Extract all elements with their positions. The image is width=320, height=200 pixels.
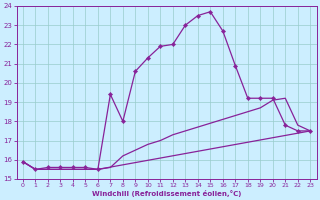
X-axis label: Windchill (Refroidissement éolien,°C): Windchill (Refroidissement éolien,°C): [92, 190, 241, 197]
